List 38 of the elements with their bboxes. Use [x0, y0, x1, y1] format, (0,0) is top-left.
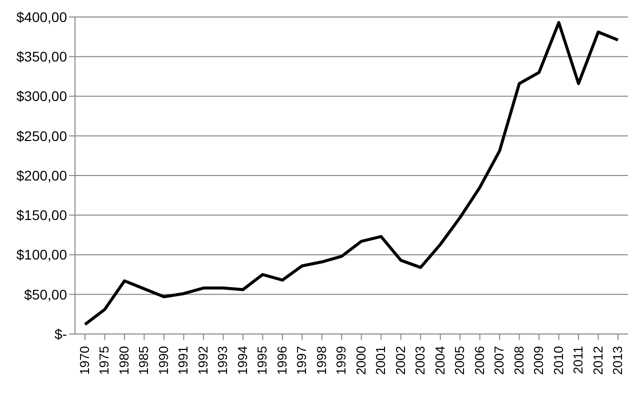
- y-tick-label: $300,00: [16, 88, 68, 104]
- y-tick-label: $250,00: [16, 128, 68, 144]
- x-tick-label: 2001: [373, 346, 388, 375]
- line-series: [84, 21, 620, 326]
- x-tick-label: 2007: [492, 346, 507, 375]
- y-tick-label: $-: [54, 326, 68, 342]
- x-tick-label: 2006: [472, 346, 487, 375]
- y-tick-label: $100,00: [16, 246, 68, 263]
- x-tick-label: 2013: [610, 346, 625, 375]
- x-tick-label: 2002: [392, 346, 408, 375]
- x-tick-label: 1998: [314, 346, 329, 375]
- x-tick-label: 2009: [531, 346, 546, 375]
- x-tick-label: 1985: [136, 346, 152, 375]
- x-tick-label: 2000: [353, 346, 368, 375]
- y-tick-label: $150,00: [16, 207, 68, 224]
- x-tick-label: 2008: [511, 346, 526, 375]
- x-tick-label: 1997: [294, 346, 310, 375]
- y-tick-label: $50,00: [24, 286, 68, 302]
- x-tick-label: 1999: [334, 346, 349, 375]
- y-tick-label: $400,00: [16, 8, 68, 25]
- x-tick-label: 2003: [412, 346, 428, 375]
- x-tick-label: 2012: [590, 346, 606, 375]
- x-tick-label: 2004: [432, 346, 448, 375]
- x-tick-label: 1994: [234, 346, 250, 375]
- x-tick-label: 1980: [116, 346, 132, 375]
- x-tick-label: 1990: [156, 346, 171, 375]
- x-tick-label: 1991: [176, 346, 191, 375]
- x-tick-label: 1970: [77, 346, 92, 375]
- x-tick-label: 1975: [96, 346, 112, 375]
- x-tick-label: 1992: [195, 346, 210, 375]
- x-tick-label: 2011: [570, 346, 586, 374]
- y-tick-label: $350,00: [16, 48, 68, 65]
- x-tick-label: 1996: [274, 346, 290, 375]
- x-tick-label: 2005: [452, 346, 468, 375]
- x-tick-label: 2010: [550, 346, 566, 375]
- x-tick-label: 1993: [215, 346, 230, 375]
- x-tick-label: 1995: [254, 346, 270, 375]
- y-tick-label: $200,00: [16, 167, 68, 184]
